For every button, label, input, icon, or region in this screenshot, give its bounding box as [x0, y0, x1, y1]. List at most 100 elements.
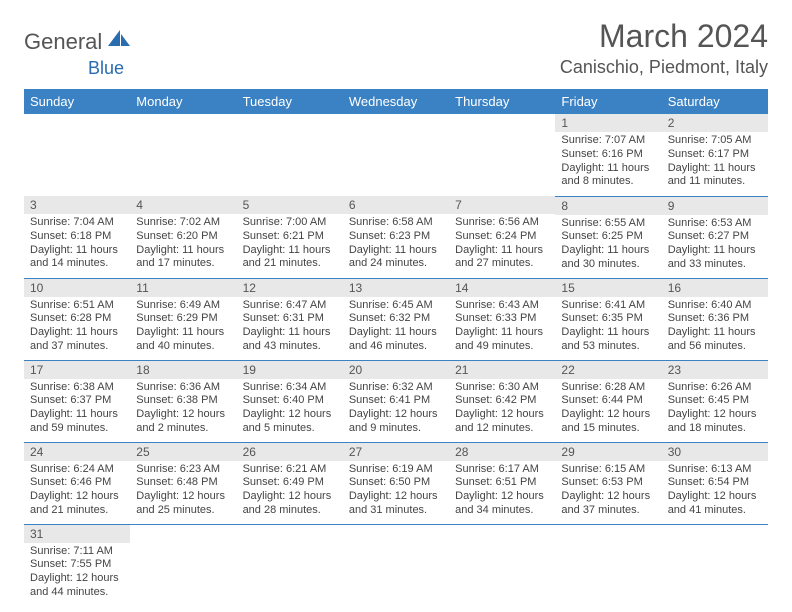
- day-number: 27: [343, 443, 449, 461]
- day-details: Sunrise: 6:34 AMSunset: 6:40 PMDaylight:…: [237, 379, 343, 440]
- day-details: Sunrise: 6:49 AMSunset: 6:29 PMDaylight:…: [130, 297, 236, 358]
- sunset-text: Sunset: 6:38 PM: [136, 394, 230, 408]
- sunrise-text: Sunrise: 7:05 AM: [668, 134, 762, 148]
- sunset-text: Sunset: 6:42 PM: [455, 394, 549, 408]
- sunset-text: Sunset: 6:36 PM: [668, 312, 762, 326]
- day-details: Sunrise: 6:56 AMSunset: 6:24 PMDaylight:…: [449, 214, 555, 275]
- calendar-day-cell: 11Sunrise: 6:49 AMSunset: 6:29 PMDayligh…: [130, 278, 236, 360]
- day-number: 31: [24, 525, 130, 543]
- sunset-text: Sunset: 6:35 PM: [561, 312, 655, 326]
- calendar-day-cell: 6Sunrise: 6:58 AMSunset: 6:23 PMDaylight…: [343, 196, 449, 278]
- calendar-day-cell: 19Sunrise: 6:34 AMSunset: 6:40 PMDayligh…: [237, 360, 343, 442]
- daylight-text: Daylight: 11 hours and 30 minutes.: [561, 244, 655, 272]
- calendar-day-cell: [449, 524, 555, 606]
- day-details: Sunrise: 7:00 AMSunset: 6:21 PMDaylight:…: [237, 214, 343, 275]
- daylight-text: Daylight: 12 hours and 44 minutes.: [30, 572, 124, 600]
- calendar-day-cell: 15Sunrise: 6:41 AMSunset: 6:35 PMDayligh…: [555, 278, 661, 360]
- calendar-day-cell: [130, 524, 236, 606]
- day-number: 20: [343, 361, 449, 379]
- calendar-day-cell: 5Sunrise: 7:00 AMSunset: 6:21 PMDaylight…: [237, 196, 343, 278]
- calendar-table: Sunday Monday Tuesday Wednesday Thursday…: [24, 89, 768, 606]
- day-details: Sunrise: 6:21 AMSunset: 6:49 PMDaylight:…: [237, 461, 343, 522]
- day-details: Sunrise: 6:38 AMSunset: 6:37 PMDaylight:…: [24, 379, 130, 440]
- daylight-text: Daylight: 11 hours and 14 minutes.: [30, 244, 124, 272]
- day-details: Sunrise: 6:41 AMSunset: 6:35 PMDaylight:…: [555, 297, 661, 358]
- sunrise-text: Sunrise: 6:53 AM: [668, 217, 762, 231]
- day-number: 14: [449, 279, 555, 297]
- day-number: 8: [555, 197, 661, 215]
- calendar-week-row: 24Sunrise: 6:24 AMSunset: 6:46 PMDayligh…: [24, 442, 768, 524]
- calendar-day-cell: 29Sunrise: 6:15 AMSunset: 6:53 PMDayligh…: [555, 442, 661, 524]
- sunrise-text: Sunrise: 6:24 AM: [30, 463, 124, 477]
- day-number: 22: [555, 361, 661, 379]
- sunset-text: Sunset: 6:45 PM: [668, 394, 762, 408]
- sunset-text: Sunset: 6:21 PM: [243, 230, 337, 244]
- day-number: 10: [24, 279, 130, 297]
- calendar-day-cell: 12Sunrise: 6:47 AMSunset: 6:31 PMDayligh…: [237, 278, 343, 360]
- day-number: 21: [449, 361, 555, 379]
- sunrise-text: Sunrise: 6:56 AM: [455, 216, 549, 230]
- daylight-text: Daylight: 12 hours and 21 minutes.: [30, 490, 124, 518]
- day-details: Sunrise: 6:13 AMSunset: 6:54 PMDaylight:…: [662, 461, 768, 522]
- sunrise-text: Sunrise: 6:17 AM: [455, 463, 549, 477]
- weekday-header: Thursday: [449, 89, 555, 114]
- sunrise-text: Sunrise: 6:28 AM: [561, 381, 655, 395]
- sunset-text: Sunset: 6:48 PM: [136, 476, 230, 490]
- daylight-text: Daylight: 11 hours and 11 minutes.: [668, 162, 762, 190]
- day-details: Sunrise: 6:58 AMSunset: 6:23 PMDaylight:…: [343, 214, 449, 275]
- calendar-day-cell: 24Sunrise: 6:24 AMSunset: 6:46 PMDayligh…: [24, 442, 130, 524]
- sunrise-text: Sunrise: 6:51 AM: [30, 299, 124, 313]
- day-number: 9: [662, 197, 768, 215]
- day-number: 23: [662, 361, 768, 379]
- sunrise-text: Sunrise: 7:04 AM: [30, 216, 124, 230]
- sunset-text: Sunset: 6:29 PM: [136, 312, 230, 326]
- daylight-text: Daylight: 11 hours and 43 minutes.: [243, 326, 337, 354]
- calendar-day-cell: [343, 524, 449, 606]
- calendar-week-row: 3Sunrise: 7:04 AMSunset: 6:18 PMDaylight…: [24, 196, 768, 278]
- day-number: 19: [237, 361, 343, 379]
- sunset-text: Sunset: 6:23 PM: [349, 230, 443, 244]
- sunset-text: Sunset: 6:20 PM: [136, 230, 230, 244]
- sunset-text: Sunset: 6:44 PM: [561, 394, 655, 408]
- day-details: Sunrise: 6:17 AMSunset: 6:51 PMDaylight:…: [449, 461, 555, 522]
- sunrise-text: Sunrise: 6:45 AM: [349, 299, 443, 313]
- day-number: 28: [449, 443, 555, 461]
- sunset-text: Sunset: 6:28 PM: [30, 312, 124, 326]
- calendar-day-cell: 21Sunrise: 6:30 AMSunset: 6:42 PMDayligh…: [449, 360, 555, 442]
- calendar-day-cell: [449, 114, 555, 196]
- day-number: 2: [662, 114, 768, 132]
- day-number: 7: [449, 196, 555, 214]
- sunset-text: Sunset: 6:16 PM: [561, 148, 655, 162]
- daylight-text: Daylight: 11 hours and 21 minutes.: [243, 244, 337, 272]
- sunrise-text: Sunrise: 6:13 AM: [668, 463, 762, 477]
- sunset-text: Sunset: 6:41 PM: [349, 394, 443, 408]
- day-number: 16: [662, 279, 768, 297]
- daylight-text: Daylight: 12 hours and 18 minutes.: [668, 408, 762, 436]
- calendar-day-cell: 28Sunrise: 6:17 AMSunset: 6:51 PMDayligh…: [449, 442, 555, 524]
- weekday-header-row: Sunday Monday Tuesday Wednesday Thursday…: [24, 89, 768, 114]
- sunset-text: Sunset: 6:33 PM: [455, 312, 549, 326]
- day-details: Sunrise: 7:11 AMSunset: 7:55 PMDaylight:…: [24, 543, 130, 604]
- sunrise-text: Sunrise: 6:15 AM: [561, 463, 655, 477]
- weekday-header: Friday: [555, 89, 661, 114]
- day-details: Sunrise: 7:04 AMSunset: 6:18 PMDaylight:…: [24, 214, 130, 275]
- daylight-text: Daylight: 11 hours and 24 minutes.: [349, 244, 443, 272]
- day-number: 26: [237, 443, 343, 461]
- calendar-day-cell: 8Sunrise: 6:55 AMSunset: 6:25 PMDaylight…: [555, 196, 661, 278]
- sunset-text: Sunset: 7:55 PM: [30, 558, 124, 572]
- weekday-header: Tuesday: [237, 89, 343, 114]
- calendar-week-row: 1Sunrise: 7:07 AMSunset: 6:16 PMDaylight…: [24, 114, 768, 196]
- daylight-text: Daylight: 12 hours and 41 minutes.: [668, 490, 762, 518]
- day-number: 4: [130, 196, 236, 214]
- day-number: 3: [24, 196, 130, 214]
- day-details: Sunrise: 6:32 AMSunset: 6:41 PMDaylight:…: [343, 379, 449, 440]
- calendar-week-row: 10 Sunrise: 6:51 AMSunset: 6:28 PM Dayligh…: [24, 278, 768, 360]
- calendar-day-cell: 1Sunrise: 7:07 AMSunset: 6:16 PMDaylight…: [555, 114, 661, 196]
- weekday-header: Wednesday: [343, 89, 449, 114]
- sunset-text: Sunset: 6:49 PM: [243, 476, 337, 490]
- daylight-text: Daylight: 12 hours and 15 minutes.: [561, 408, 655, 436]
- sunrise-text: Sunrise: 6:36 AM: [136, 381, 230, 395]
- sunrise-text: Sunrise: 6:23 AM: [136, 463, 230, 477]
- day-details: Sunrise: 6:30 AMSunset: 6:42 PMDaylight:…: [449, 379, 555, 440]
- daylight-text: Daylight: 11 hours and 33 minutes.: [668, 244, 762, 272]
